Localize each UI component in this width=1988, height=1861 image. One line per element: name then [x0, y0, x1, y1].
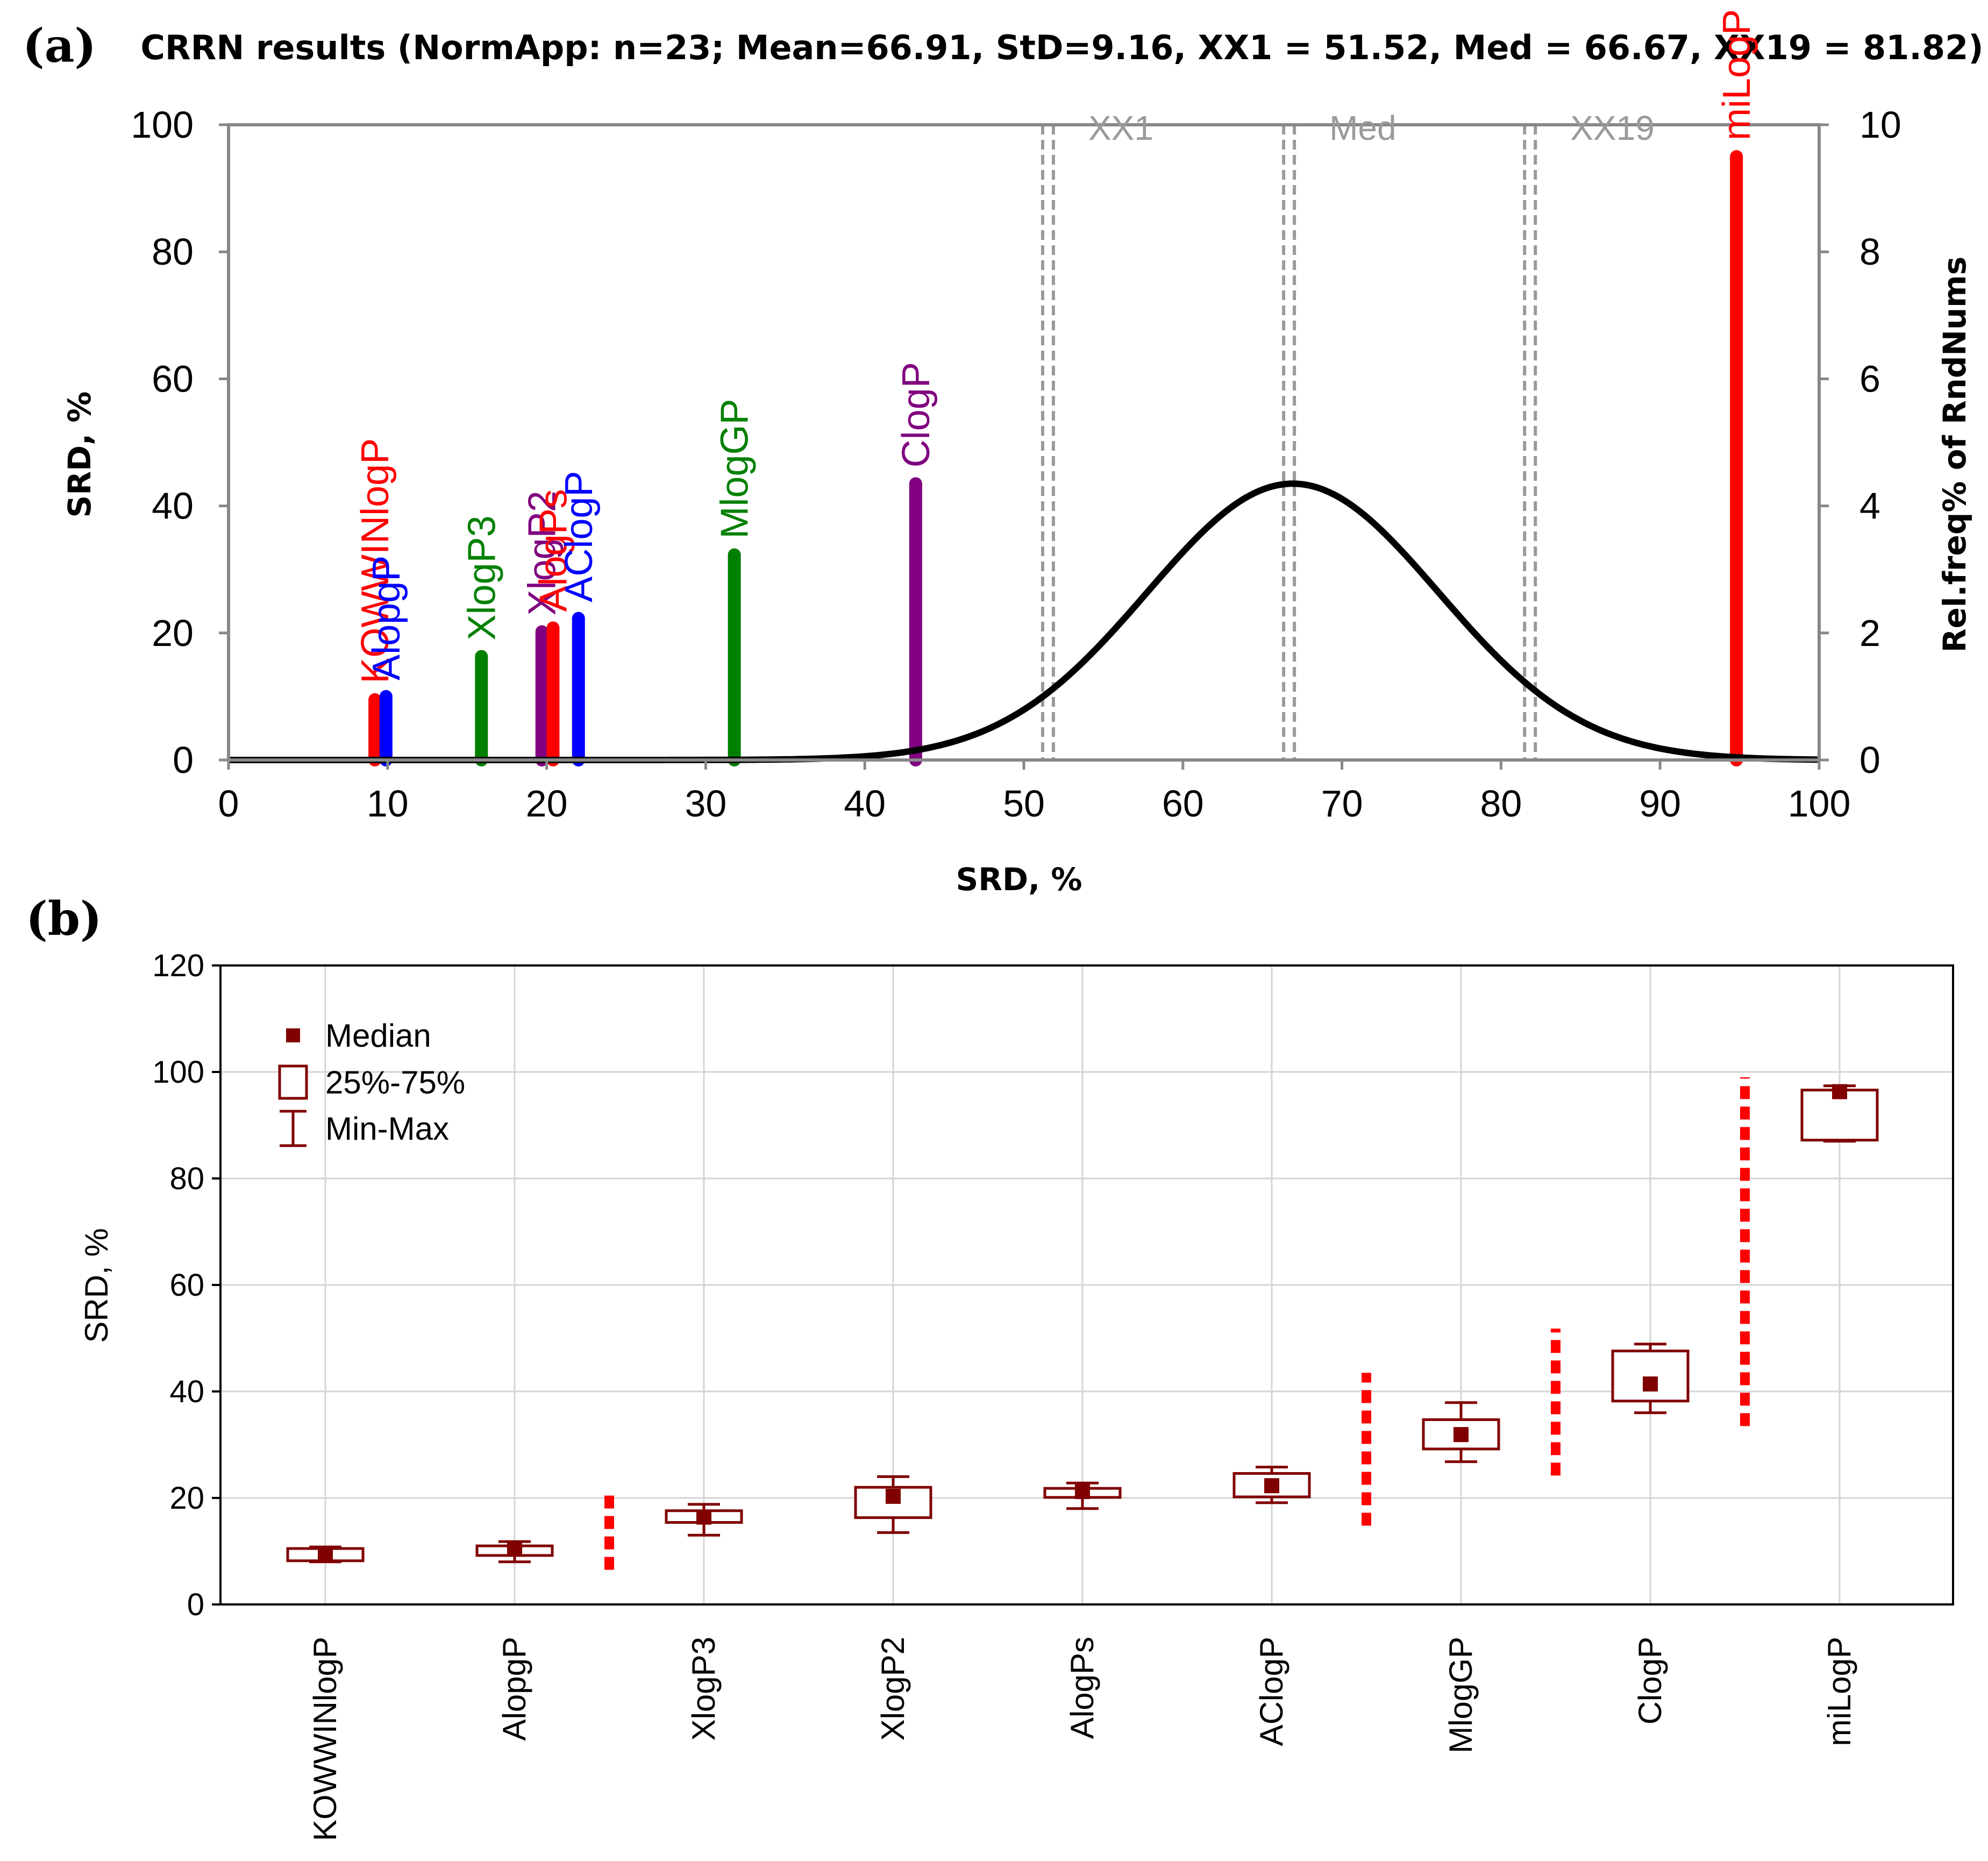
a-y-tick-label: 60 [152, 358, 194, 400]
a-y-tick-label: 80 [152, 231, 194, 273]
b-y-tick-label: 120 [152, 948, 204, 983]
panel-b-label: (b) [26, 892, 102, 946]
box-clogp [1611, 1349, 1690, 1403]
a-vertical-lines [1041, 125, 1537, 760]
b-category-label-mloggp: MlogGP [1443, 1637, 1479, 1753]
panel-a-label: (a) [23, 19, 96, 73]
median-clogp [1643, 1376, 1658, 1392]
b-y-tick-label: 0 [187, 1587, 204, 1622]
a-x-tick-label: 0 [218, 783, 239, 825]
b-separators [604, 1077, 1750, 1570]
a-vertical-line-labels: XX1 Med XX19 [1088, 109, 1655, 147]
vline-label-xx19: XX19 [1570, 109, 1655, 147]
a-x-tick-label: 20 [526, 783, 568, 825]
b-y-ticks: 0 20 40 60 80 100 120 [152, 948, 220, 1622]
a-y2-tick-label: 0 [1859, 739, 1880, 781]
median-xlogp3 [696, 1509, 711, 1525]
b-y-tick-label: 20 [169, 1481, 204, 1516]
b-category-label-milogp: miLogP [1821, 1637, 1857, 1746]
a-y-tick-label: 0 [173, 739, 194, 781]
panel-a: (a) CRRN results (NormApp: n=23; Mean=66… [23, 9, 1984, 898]
a-y2-ticks: 0 2 4 6 8 10 [1819, 104, 1901, 781]
b-y-tick-label: 100 [152, 1055, 204, 1090]
bar-label-milogp: miLogP [1715, 9, 1758, 140]
a-y2-tick-label: 2 [1859, 612, 1880, 654]
a-y-axis-label: SRD, % [61, 392, 98, 518]
median-alopgp [507, 1542, 522, 1557]
a-x-tick-label: 50 [1003, 783, 1045, 825]
a-y-ticks: 0 20 40 60 80 100 [131, 104, 229, 781]
a-y2-tick-label: 10 [1859, 104, 1901, 146]
b-y-axis-label: SRD, % [79, 1228, 115, 1343]
a-y2-tick-label: 8 [1859, 231, 1880, 273]
median-kowwinlogp [318, 1547, 333, 1563]
legend-median-icon [286, 1028, 300, 1042]
a-x-tick-label: 30 [685, 783, 726, 825]
b-y-tick-label: 40 [169, 1374, 204, 1409]
legend-label-3: Min-Max [325, 1111, 449, 1147]
bar-label-mloggp: MlogGP [714, 399, 757, 538]
median-alogps [1075, 1484, 1090, 1500]
bar-label-alogps: AlogPs [532, 489, 575, 612]
median-mloggp [1453, 1427, 1469, 1443]
median-milogp [1832, 1084, 1847, 1099]
a-y2-tick-label: 6 [1859, 358, 1880, 400]
b-category-label-alogps: AlogPs [1064, 1637, 1100, 1739]
b-category-label-clogp: ClogP [1632, 1637, 1668, 1724]
bar-label-xlogp2: XlogP2 [521, 491, 564, 615]
b-category-label-xlogp2: XlogP2 [875, 1637, 911, 1741]
legend-label-2: 25%-75% [325, 1064, 465, 1100]
vline-label-med: Med [1329, 109, 1396, 147]
bar-label-aclogp: AClogP [558, 471, 601, 602]
vline-label-xx1: XX1 [1088, 109, 1153, 147]
a-x-ticks: 0 10 20 30 40 50 60 70 80 90 100 [218, 760, 1851, 825]
a-bars [368, 150, 1743, 766]
a-y-tick-label: 40 [152, 485, 194, 527]
a-x-tick-label: 90 [1639, 783, 1681, 825]
bar-label-kowwinlogp: KOWWINlogP [354, 438, 397, 684]
a-x-tick-label: 60 [1162, 783, 1204, 825]
legend-label-1: Median [325, 1018, 431, 1054]
median-aclogp [1264, 1478, 1279, 1494]
a-x-axis-label: SRD, % [956, 861, 1082, 898]
bar-label-clogp: ClogP [895, 362, 938, 467]
a-plot-frame [227, 123, 1821, 762]
bar-label-xlogp3: XlogP3 [460, 515, 503, 640]
b-y-tick-label: 60 [169, 1268, 204, 1303]
b-legend: Median 25%-75% Min-Max [278, 1018, 465, 1147]
b-y-tick-label: 80 [169, 1161, 204, 1196]
b-category-label-xlogp3: XlogP3 [686, 1637, 722, 1741]
panel-b: (b) 0 20 40 60 80 100 120 KOWWINlogP AlopgP Xlog… [26, 892, 1954, 1841]
bar-label-alopgp: AlopgP [365, 556, 408, 680]
b-gridlines [220, 965, 1953, 1604]
a-y-tick-label: 20 [152, 612, 194, 654]
median-xlogp2 [886, 1489, 901, 1504]
b-category-label-kowwinlogp: KOWWINlogP [307, 1637, 343, 1841]
b-boxes [286, 1084, 1879, 1564]
a-y2-tick-label: 4 [1859, 485, 1880, 527]
b-category-labels: KOWWINlogP AlopgP XlogP3 XlogP2 AlogPs AClogP… [307, 1637, 1857, 1841]
a-x-tick-label: 80 [1480, 783, 1522, 825]
a-x-tick-label: 70 [1321, 783, 1363, 825]
b-category-label-aclogp: AClogP [1253, 1637, 1289, 1746]
a-x-tick-label: 40 [844, 783, 886, 825]
b-category-label-alopgp: AlopgP [496, 1637, 532, 1741]
a-x-tick-label: 10 [367, 783, 409, 825]
chart-a-title: CRRN results (NormApp: n=23; Mean=66.91,… [140, 28, 1983, 67]
a-y-tick-label: 100 [131, 104, 194, 146]
a-x-tick-label: 100 [1788, 783, 1851, 825]
legend-box-icon [278, 1064, 308, 1100]
a-y2-axis-label: Rel.freq% of RndNums [1936, 257, 1973, 652]
